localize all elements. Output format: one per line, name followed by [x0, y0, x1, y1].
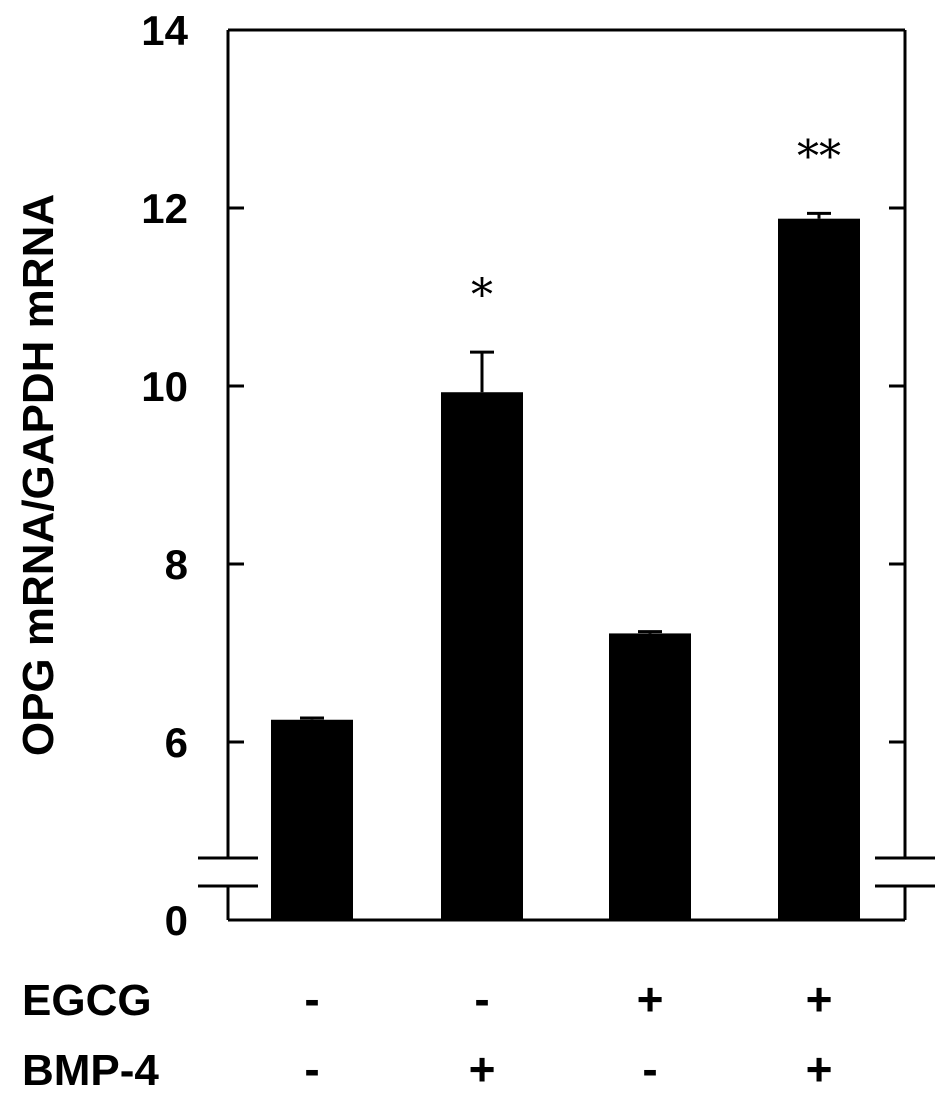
- y-tick-label: 6: [165, 719, 188, 766]
- condition-sign: +: [806, 973, 833, 1025]
- y-tick-label: 10: [141, 363, 188, 410]
- condition-sign: -: [304, 973, 319, 1025]
- y-tick-label: 14: [141, 7, 188, 54]
- y-axis-title: OPG mRNA/GAPDH mRNA: [14, 194, 63, 756]
- y-tick-label: 8: [165, 541, 188, 588]
- bar: [441, 392, 523, 921]
- condition-label-egcg: EGCG: [22, 976, 152, 1025]
- condition-sign: -: [474, 973, 489, 1025]
- condition-sign: -: [642, 1043, 657, 1095]
- axis-break-gap-left: [224, 858, 232, 886]
- y-tick-label: 0: [165, 897, 188, 944]
- bar: [609, 633, 691, 920]
- condition-sign: +: [806, 1043, 833, 1095]
- condition-signs: - - + + - + - +: [304, 973, 832, 1095]
- significance-marker: **: [797, 131, 841, 182]
- condition-label-bmp4: BMP-4: [22, 1046, 159, 1095]
- y-tick-label: 12: [141, 185, 188, 232]
- condition-sign: -: [304, 1043, 319, 1095]
- axis-break-gap-right: [901, 858, 909, 886]
- bar: [271, 719, 353, 920]
- condition-sign: +: [469, 1043, 496, 1095]
- condition-sign: +: [637, 973, 664, 1025]
- bar: [778, 218, 860, 920]
- significance-marker: *: [471, 270, 493, 321]
